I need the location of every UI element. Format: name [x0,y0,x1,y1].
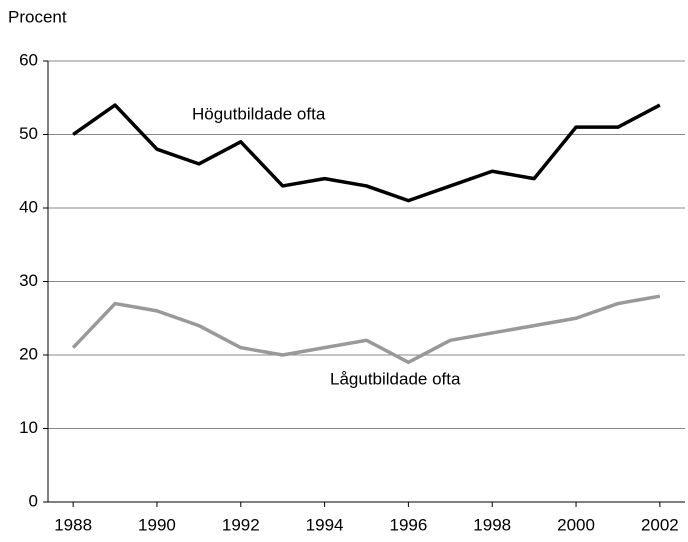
x-tick-label: 1992 [222,515,260,534]
series-label: Lågutbildade ofta [330,369,461,388]
x-tick-label: 2002 [641,515,679,534]
x-tick-label: 1990 [138,515,176,534]
y-tick-label: 20 [19,344,38,363]
y-tick-label: 40 [19,197,38,216]
y-tick-label: 10 [19,418,38,437]
y-tick-label: 0 [29,491,38,510]
x-tick-label: 1998 [473,515,511,534]
series-label: Högutbildade ofta [192,104,326,123]
y-tick-label: 60 [19,50,38,69]
x-tick-label: 1996 [389,515,427,534]
x-tick-label: 2000 [557,515,595,534]
y-tick-label: 50 [19,124,38,143]
y-axis-label: Procent [8,7,67,26]
series-line [71,294,661,365]
x-tick-label: 1994 [306,515,344,534]
y-tick-label: 30 [19,271,38,290]
x-tick-label: 1988 [54,515,92,534]
series-line [72,103,661,203]
